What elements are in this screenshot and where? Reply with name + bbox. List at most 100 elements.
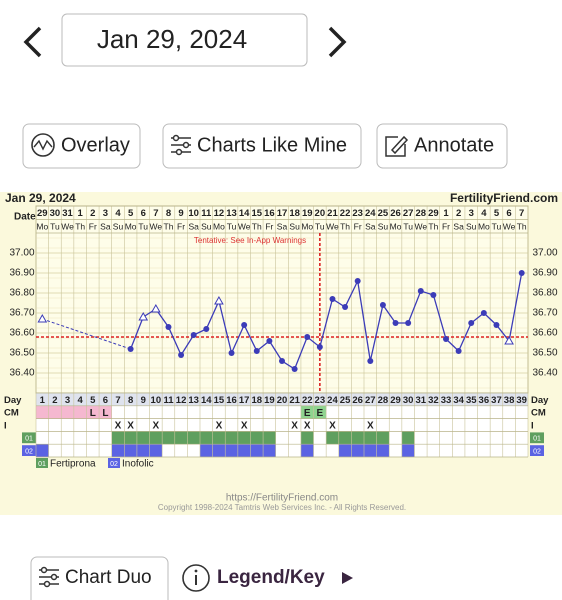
- day-number: 10: [151, 395, 162, 406]
- day-number: 12: [176, 395, 187, 406]
- y-tick-label-right: 36.40: [532, 368, 557, 379]
- day-number: 34: [453, 395, 464, 406]
- weekday-label: We: [150, 221, 163, 231]
- date-label: Date: [14, 212, 36, 223]
- cm-code: E: [304, 408, 311, 419]
- row-cell: [225, 444, 238, 457]
- weekday-label: Th: [517, 221, 527, 231]
- weekday-label: Su: [378, 221, 389, 231]
- temperature-point: [228, 350, 235, 356]
- day-number: 35: [466, 395, 477, 406]
- temperature-point: [190, 332, 197, 338]
- legend-code: 01: [38, 461, 46, 468]
- legend-name: Fertiprona: [50, 459, 96, 470]
- prev-arrow[interactable]: [23, 26, 42, 58]
- row-cell: [300, 431, 314, 445]
- date-label: 22: [340, 208, 351, 219]
- day-number: 26: [352, 395, 363, 406]
- arrow-icon: [342, 572, 353, 584]
- row-cell: [149, 444, 163, 457]
- row-cell: [124, 431, 137, 445]
- day-number: 24: [327, 395, 338, 406]
- row-cell: [136, 431, 150, 445]
- temperature-point: [392, 320, 399, 326]
- row-cell: [149, 431, 163, 445]
- intercourse-mark: X: [216, 421, 223, 432]
- date-box[interactable]: [61, 13, 308, 67]
- temperature-point: [127, 346, 134, 352]
- day-number: 3: [65, 395, 70, 406]
- weekday-label: Fr: [89, 221, 97, 231]
- date-label: 29: [428, 208, 439, 219]
- gap-connector: [42, 318, 131, 350]
- date-label: 28: [415, 208, 426, 219]
- button-label: Charts Like Mine: [197, 134, 347, 156]
- day-number: 4: [78, 395, 84, 406]
- date-label: 23: [352, 208, 363, 219]
- date-label: 6: [506, 208, 511, 219]
- date-label: 1: [78, 208, 84, 219]
- row-cell: [111, 444, 125, 457]
- weekday-label: Mo: [125, 221, 137, 231]
- next-arrow[interactable]: [328, 26, 347, 58]
- weekday-label: Tu: [227, 221, 237, 231]
- row-cell: [263, 431, 276, 445]
- day-number: 18: [251, 395, 262, 406]
- row-label-right: Day: [531, 395, 549, 406]
- day-number: 32: [428, 395, 439, 406]
- weekday-label: Mo: [390, 221, 402, 231]
- med-label: 01: [533, 436, 541, 443]
- chart: 36.40 36.40 36.50 36.50 36.60 36.60 36.70 36.70…: [4, 205, 558, 470]
- intercourse-mark: X: [115, 421, 122, 432]
- day-number: 21: [289, 395, 300, 406]
- charts-like-mine-button[interactable]: Charts Like Mine: [162, 123, 362, 169]
- row-cell: [225, 431, 238, 445]
- date-label: 7: [519, 208, 524, 219]
- date-label: 3: [103, 208, 108, 219]
- weekday-label: Th: [75, 221, 85, 231]
- intercourse-mark: X: [367, 421, 374, 432]
- row-cell: [200, 431, 213, 445]
- weekday-label: Tu: [403, 221, 413, 231]
- temperature-point: [455, 348, 462, 354]
- date-label: 27: [403, 208, 414, 219]
- button-label: Overlay: [61, 134, 130, 156]
- weekday-label: Fr: [177, 221, 185, 231]
- cm-code: E: [317, 408, 324, 419]
- weekday-label: We: [238, 221, 251, 231]
- day-number: 16: [226, 395, 237, 406]
- weekday-label: We: [326, 221, 339, 231]
- annotate-button[interactable]: Annotate: [376, 123, 508, 169]
- date-label: 10: [188, 208, 199, 219]
- temperature-point: [342, 304, 349, 310]
- icon: [385, 135, 409, 157]
- date-label: 16: [264, 208, 275, 219]
- legend-key-link[interactable]: Legend/Key: [182, 564, 353, 592]
- date-label: 9: [178, 208, 183, 219]
- day-number: 22: [302, 395, 313, 406]
- day-number: 17: [239, 395, 250, 406]
- weekday-label: We: [414, 221, 427, 231]
- date-label: 29: [37, 208, 48, 219]
- temperature-point: [316, 344, 323, 350]
- date-label: 3: [469, 208, 474, 219]
- temperature-point: [150, 303, 161, 313]
- y-tick-label-right: 36.70: [532, 308, 557, 319]
- y-tick-label-right: 36.60: [532, 328, 557, 339]
- row-cell: [237, 431, 251, 445]
- chart-duo-button[interactable]: Chart Duo: [30, 556, 169, 600]
- med-label: 01: [25, 436, 33, 443]
- footer-url: https://FertilityFriend.com: [226, 493, 338, 504]
- row-cell: [124, 444, 137, 457]
- button-label: Chart Duo: [65, 567, 152, 588]
- med-label-box: [22, 445, 36, 456]
- day-number: 13: [188, 395, 199, 406]
- temperature-point: [214, 295, 224, 305]
- weekday-label: Th: [164, 221, 174, 231]
- temperature-point: [37, 313, 48, 323]
- weekday-label: Su: [113, 221, 124, 231]
- day-number: 19: [264, 395, 275, 406]
- intercourse-mark: X: [304, 421, 311, 432]
- y-tick-label-right: 37.00: [532, 248, 557, 259]
- overlay-button[interactable]: Overlay: [22, 123, 141, 169]
